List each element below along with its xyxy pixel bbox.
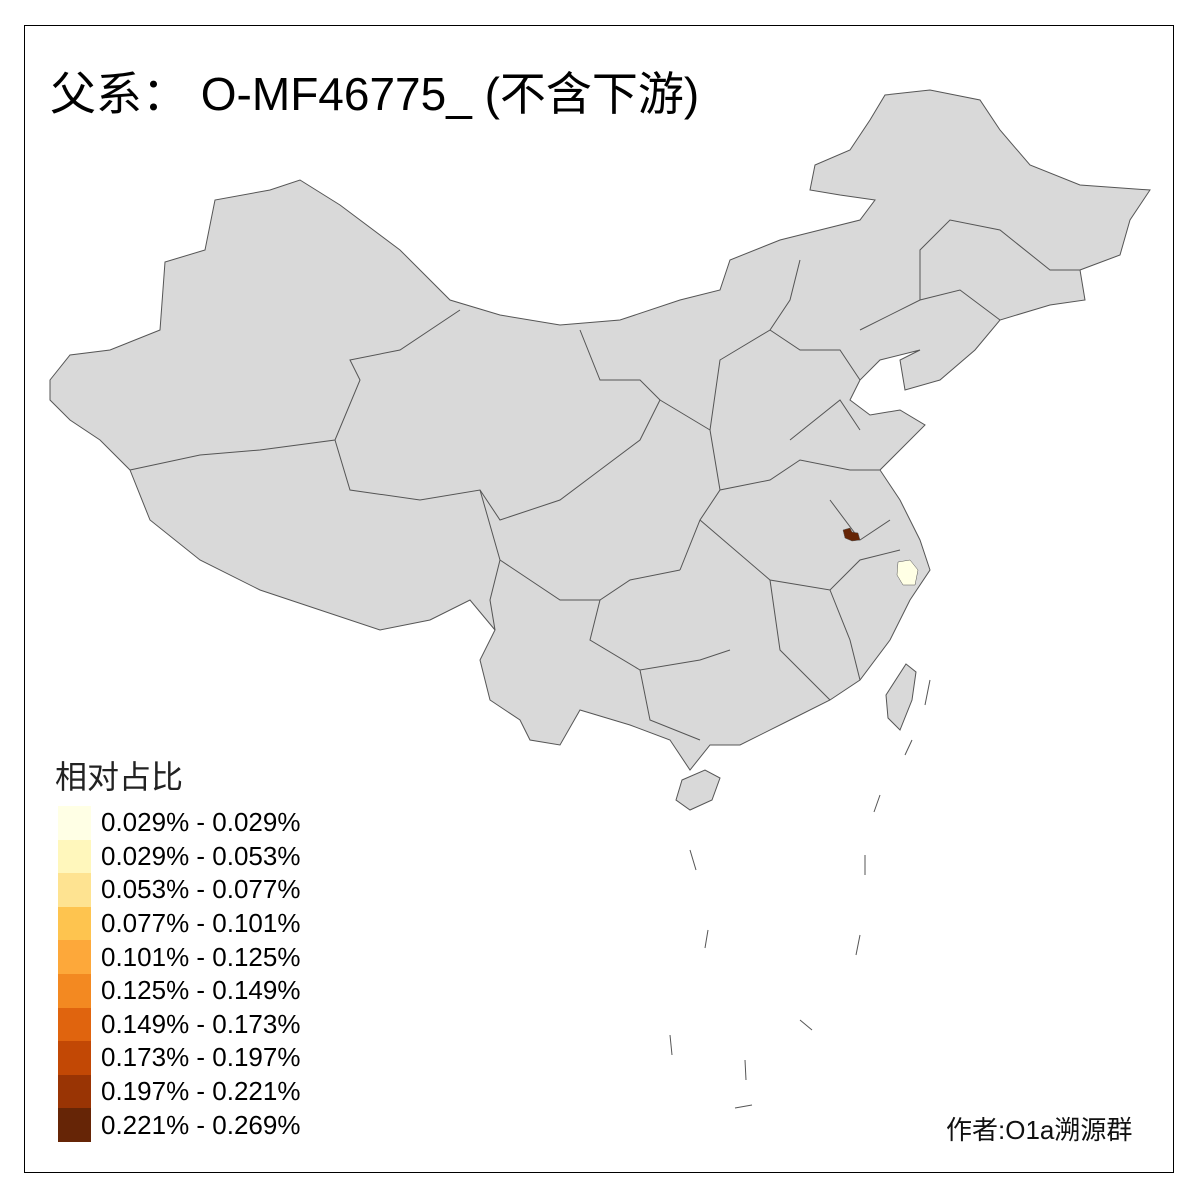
legend-item: 0.173% - 0.197% bbox=[58, 1041, 300, 1075]
hainan bbox=[675, 769, 721, 811]
plot-frame bbox=[24, 25, 1174, 1173]
legend-label: 0.029% - 0.053% bbox=[101, 840, 301, 871]
legend-swatch bbox=[58, 839, 91, 874]
legend-swatch bbox=[58, 906, 91, 941]
legend-label: 0.221% - 0.269% bbox=[101, 1109, 301, 1140]
region-zhejiang-highlight bbox=[896, 559, 919, 586]
legend-swatch bbox=[58, 1041, 91, 1075]
legend-item: 0.101% - 0.125% bbox=[58, 940, 300, 974]
legend-label: 0.149% - 0.173% bbox=[101, 1008, 301, 1039]
legend-item: 0.221% - 0.269% bbox=[58, 1108, 300, 1142]
legend-label: 0.029% - 0.029% bbox=[101, 807, 301, 838]
legend-swatch bbox=[58, 806, 91, 840]
legend-item: 0.197% - 0.221% bbox=[58, 1074, 301, 1109]
legend-swatch bbox=[58, 1007, 91, 1042]
legend-label: 0.053% - 0.077% bbox=[101, 874, 301, 905]
legend-label: 0.197% - 0.221% bbox=[101, 1076, 301, 1107]
province-borders bbox=[129, 219, 1080, 741]
legend-label: 0.125% - 0.149% bbox=[101, 975, 301, 1006]
legend-title: 相对占比 bbox=[55, 759, 184, 795]
legend-swatch bbox=[58, 1074, 91, 1109]
author-credit: 作者:O1a溯源群 bbox=[946, 1115, 1133, 1145]
taiwan bbox=[885, 663, 917, 731]
legend-label: 0.077% - 0.101% bbox=[101, 908, 301, 939]
legend-swatch bbox=[58, 1108, 91, 1142]
legend-swatch bbox=[58, 974, 91, 1008]
legend-item: 0.029% - 0.029% bbox=[58, 806, 300, 840]
south-china-sea-islands bbox=[669, 679, 931, 1109]
legend-item: 0.149% - 0.173% bbox=[58, 1007, 301, 1042]
legend-swatch bbox=[58, 940, 91, 974]
region-anhui-highlight bbox=[842, 527, 861, 542]
legend-item: 0.029% - 0.053% bbox=[58, 839, 301, 874]
legend-label: 0.101% - 0.125% bbox=[101, 941, 301, 972]
legend-item: 0.077% - 0.101% bbox=[58, 906, 301, 941]
legend-item: 0.053% - 0.077% bbox=[58, 873, 300, 907]
legend-swatch bbox=[58, 873, 91, 907]
legend-label: 0.173% - 0.197% bbox=[101, 1042, 301, 1073]
legend-item: 0.125% - 0.149% bbox=[58, 974, 300, 1008]
china-mainland bbox=[49, 89, 1151, 771]
page-title: 父系： O-MF46775_ (不含下游) bbox=[50, 68, 700, 120]
